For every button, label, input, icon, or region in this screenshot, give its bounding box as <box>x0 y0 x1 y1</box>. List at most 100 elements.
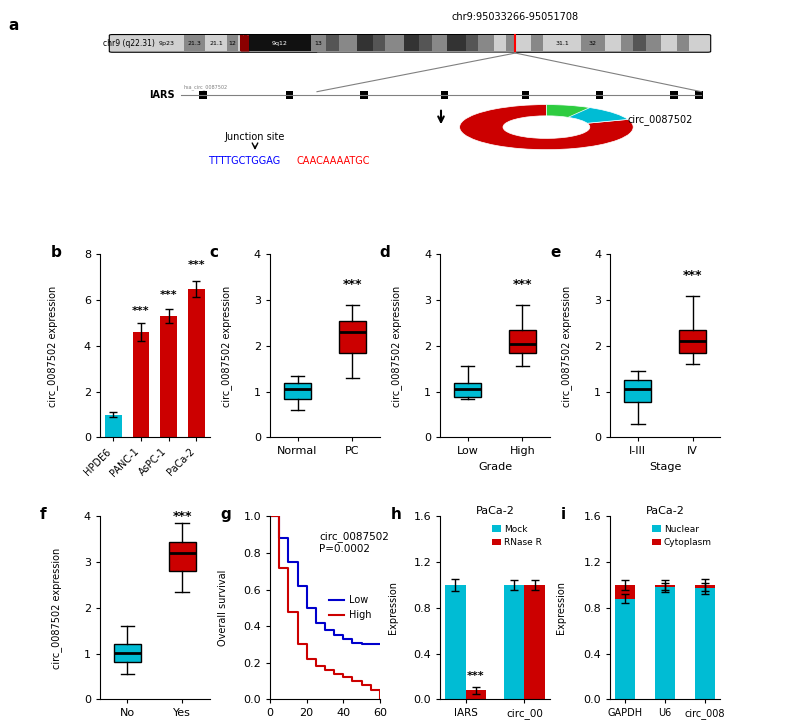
FancyBboxPatch shape <box>110 35 710 52</box>
Bar <box>338 35 358 51</box>
Bar <box>543 35 581 51</box>
Text: 32: 32 <box>589 41 597 46</box>
Text: f: f <box>40 508 46 522</box>
Bar <box>419 35 432 51</box>
Bar <box>386 35 404 51</box>
Title: PaCa-2: PaCa-2 <box>476 505 514 516</box>
Bar <box>326 35 338 51</box>
Bar <box>515 35 531 51</box>
High <box>311 662 321 671</box>
Bar <box>227 35 238 51</box>
Text: g: g <box>221 508 231 522</box>
Low <box>330 631 339 640</box>
High <box>283 607 293 616</box>
Bar <box>466 35 478 51</box>
Text: 9q12: 9q12 <box>272 41 288 46</box>
Text: i: i <box>561 508 566 522</box>
Bar <box>358 35 373 51</box>
High <box>347 677 357 686</box>
High <box>302 655 311 663</box>
Text: ***: *** <box>188 260 206 270</box>
Text: P=0.0002: P=0.0002 <box>319 544 370 554</box>
Bar <box>646 35 661 51</box>
High <box>330 669 339 678</box>
Text: a: a <box>8 18 18 33</box>
Bar <box>695 91 702 99</box>
Line: Low: Low <box>270 516 380 645</box>
Bar <box>445 585 466 699</box>
Low <box>311 618 321 627</box>
Bar <box>478 35 494 51</box>
PathPatch shape <box>509 330 536 353</box>
Text: 31.1: 31.1 <box>555 41 569 46</box>
Bar <box>360 91 368 99</box>
Bar <box>695 588 715 699</box>
Legend: Nuclear, Cytoplasm: Nuclear, Cytoplasm <box>649 521 715 551</box>
Bar <box>615 598 635 699</box>
PathPatch shape <box>624 380 651 402</box>
Wedge shape <box>460 105 633 150</box>
Bar <box>447 35 466 51</box>
Bar <box>441 91 449 99</box>
Y-axis label: circ_0087502 expression: circ_0087502 expression <box>50 547 62 668</box>
Low <box>274 534 284 543</box>
Bar <box>522 91 529 99</box>
Bar <box>133 332 150 438</box>
High <box>266 512 275 521</box>
High <box>293 640 302 649</box>
High <box>320 665 330 674</box>
Bar <box>310 35 326 51</box>
Bar <box>199 91 206 99</box>
X-axis label: Stage: Stage <box>649 462 682 472</box>
Text: hsa_circ_0087502: hsa_circ_0087502 <box>184 84 228 90</box>
Bar <box>677 35 689 51</box>
Wedge shape <box>546 105 628 123</box>
Text: chr9 (q22.31): chr9 (q22.31) <box>103 39 155 48</box>
Bar <box>206 35 227 51</box>
Y-axis label: circ_0087502 expression: circ_0087502 expression <box>391 286 402 407</box>
Y-axis label: Expression: Expression <box>556 581 566 634</box>
Bar <box>373 35 386 51</box>
Bar <box>244 35 247 51</box>
PathPatch shape <box>114 644 141 662</box>
Text: 21.3: 21.3 <box>188 41 202 46</box>
FancyBboxPatch shape <box>241 35 250 52</box>
Low <box>283 558 293 567</box>
Y-axis label: Expression: Expression <box>389 581 398 634</box>
Text: 13: 13 <box>314 41 322 46</box>
Text: ***: *** <box>683 269 702 282</box>
Bar <box>161 317 177 438</box>
Text: 9p23: 9p23 <box>158 41 174 46</box>
PathPatch shape <box>284 383 311 399</box>
Low <box>366 640 375 649</box>
Text: c: c <box>210 245 218 260</box>
Line: High: High <box>270 516 380 699</box>
Text: h: h <box>390 508 402 522</box>
Text: 12: 12 <box>229 41 237 46</box>
Low <box>375 640 385 649</box>
Bar <box>581 35 606 51</box>
Text: ***: *** <box>132 306 150 317</box>
Bar <box>188 288 205 438</box>
Low <box>357 640 366 649</box>
Y-axis label: Overall survival: Overall survival <box>218 570 228 646</box>
Bar <box>432 35 447 51</box>
Low <box>266 512 275 521</box>
High <box>274 563 284 572</box>
High <box>375 695 385 704</box>
Low <box>320 626 330 634</box>
Bar <box>404 35 419 51</box>
Text: circ_0087502: circ_0087502 <box>319 531 390 542</box>
Bar <box>150 35 184 51</box>
PathPatch shape <box>679 330 706 353</box>
Text: ***: *** <box>160 290 178 300</box>
Text: ***: *** <box>173 510 192 523</box>
Bar <box>184 35 206 51</box>
Bar <box>655 588 675 699</box>
Bar <box>615 585 635 598</box>
Text: ***: *** <box>467 671 485 681</box>
Bar <box>494 35 506 51</box>
Text: CAACAAAATGC: CAACAAAATGC <box>297 156 370 166</box>
Bar <box>606 35 621 51</box>
PathPatch shape <box>454 383 482 397</box>
